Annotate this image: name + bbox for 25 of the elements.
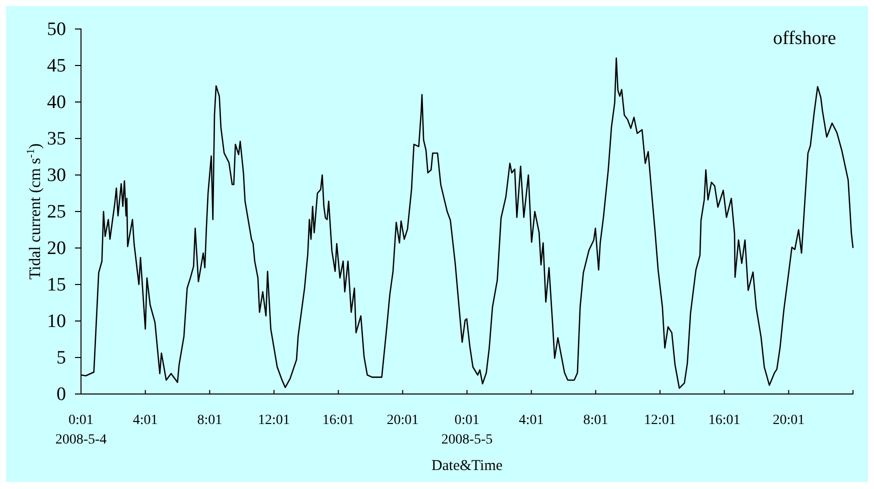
y-tick-label: 25 [47, 202, 66, 223]
y-tick-label: 30 [47, 165, 66, 186]
y-tick-label: 45 [47, 56, 66, 77]
x-tick-label: 8:01 [197, 413, 222, 428]
x-axis-title: Date&Time [431, 458, 503, 474]
x-tick-label: 0:01 2008-5-5 [441, 413, 493, 448]
x-tick-label: 12:01 [644, 413, 676, 428]
x-tick-label: 8:01 [583, 413, 608, 428]
x-tick-label: 16:01 [322, 413, 354, 428]
x-tick-label: 20:01 [386, 413, 419, 428]
y-tick-label: 15 [47, 274, 66, 296]
y-tick-label: 35 [47, 128, 66, 150]
x-tick-label: 12:01 [258, 413, 290, 428]
x-tick-label: 4:01 [518, 413, 544, 428]
x-tick-label: 16:01 [708, 413, 740, 428]
y-tick-label: 50 [47, 19, 66, 40]
annotation: offshore [773, 28, 836, 49]
x-tick-label: 20:01 [772, 413, 805, 428]
x-tick-label: 4:01 [132, 413, 158, 428]
y-tick-label: 5 [56, 348, 66, 369]
y-tick-label: 40 [47, 92, 66, 114]
y-tick-label: 10 [47, 311, 66, 332]
y-tick-label: 20 [47, 238, 66, 260]
y-tick-label: 0 [56, 384, 66, 406]
x-tick-label: 0:01 2008-5-4 [55, 413, 107, 448]
